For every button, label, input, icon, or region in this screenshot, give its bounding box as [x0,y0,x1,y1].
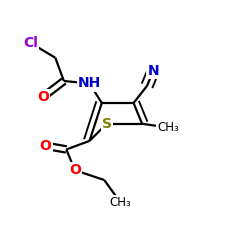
Text: CH₃: CH₃ [109,196,131,208]
Text: O: O [37,90,49,104]
Text: O: O [40,139,52,153]
Text: CH₃: CH₃ [157,121,179,134]
Text: N: N [147,64,159,78]
Text: S: S [102,117,112,131]
Text: NH: NH [78,76,101,90]
Text: Cl: Cl [24,36,38,50]
Text: O: O [69,163,81,177]
